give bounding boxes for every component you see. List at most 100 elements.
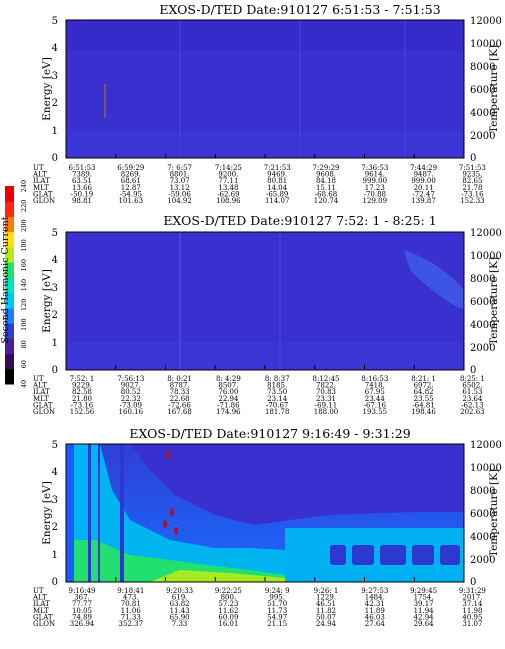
panel-1-y2-tick-label: 8000	[470, 62, 495, 73]
ephemeris-value: 11.06	[121, 607, 142, 615]
ephemeris-value: 8269.	[121, 171, 141, 179]
colorbar-tick-label: 80	[20, 340, 28, 348]
ephemeris-value: 77.77	[72, 600, 92, 608]
ephemeris-value: 64.82	[414, 388, 434, 396]
panel-1-heatmap-high-energy-band	[66, 20, 464, 50]
colorbar-swatch	[5, 246, 14, 263]
colorbar: 40 60 80 100 120 140 160 180 200 220 240 Second Ha…	[0, 180, 28, 388]
ephemeris-value: 54.97	[267, 613, 287, 621]
colorbar-tick-label: 160	[20, 259, 28, 271]
ephemeris-value: 63.82	[170, 600, 190, 608]
ephemeris-value: 22.68	[170, 395, 190, 403]
ephemeris-row-label: GLON	[33, 197, 55, 205]
ephemeris-value: 23.14	[267, 395, 288, 403]
ephemeris-value: 21.78	[462, 184, 482, 192]
ephemeris-value: 11.43	[170, 607, 190, 615]
ephemeris-value: 8507.	[218, 382, 238, 390]
panel-1-y-axis: 5 4 3 2 1 0 Energy [eV]	[41, 16, 58, 164]
panel-2-y-tick-label: 5	[52, 228, 58, 239]
panel-3-heatmap-yellowgreen-region	[150, 570, 285, 582]
colorbar-tick-label: 240	[20, 180, 28, 192]
ephemeris-value: 67.95	[365, 388, 385, 396]
ephemeris-value: 46.51	[316, 600, 336, 608]
ephemeris-value: 9469.	[267, 171, 287, 179]
ephemeris-value: 73.07	[170, 177, 190, 185]
panel-1-ephemeris-table: UTALTILATMLTGLATGLON6:51:537389.63.5113.…	[32, 154, 486, 205]
panel-3-heatmap-leading-stripe	[66, 444, 74, 582]
panel-3-y-tick-label: 4	[52, 467, 58, 478]
ephemeris-value: 193.55	[363, 408, 388, 416]
panel-2-frame	[65, 231, 465, 371]
ephemeris-value: 1754.	[414, 594, 434, 602]
colorbar-tick-label: 100	[20, 318, 28, 330]
ephemeris-value: 999.00	[363, 177, 388, 185]
ephemeris-value: 7:14:25	[215, 164, 242, 172]
ephemeris-row-label: MLT	[33, 395, 49, 403]
panel-2-y-tick-label: 1	[52, 338, 58, 349]
panel-2-y-tick-label: 0	[52, 365, 58, 376]
ephemeris-value: 9:24: 9	[265, 587, 290, 595]
ephemeris-row-label: GLAT	[33, 190, 53, 198]
panel-3-plot: 5 4 3 2 1 0 Energy [eV] 12000 10000 8000…	[41, 440, 502, 588]
ephemeris-value: 7418.	[365, 382, 385, 390]
panel-3-heatmap-dropout	[352, 545, 374, 565]
ephemeris-value: 6972.	[414, 382, 434, 390]
colorbar-swatch	[5, 307, 14, 324]
ephemeris-value: 15.11	[316, 184, 336, 192]
ephemeris-value: 8: 4:29	[216, 375, 241, 383]
ephemeris-value: 84.18	[316, 177, 336, 185]
ephemeris-value: 7: 6:57	[167, 164, 192, 172]
panel-3-y2-tick-label: 6000	[470, 509, 495, 520]
ephemeris-value: 160.16	[119, 408, 144, 416]
ephemeris-value: 6:51:53	[69, 164, 96, 172]
ephemeris-value: 40.95	[462, 613, 482, 621]
ephemeris-value: 23.55	[414, 395, 434, 403]
ephemeris-value: 77.11	[218, 177, 238, 185]
ephemeris-value: 27.64	[365, 620, 386, 628]
panel-3-title: EXOS-D/TED Date:910127 9:16:49 - 9:31:29	[129, 426, 410, 441]
ephemeris-value: 74.89	[72, 613, 92, 621]
ephemeris-value: 188.00	[314, 408, 339, 416]
panel-1-y2-tick-label: 0	[470, 153, 476, 164]
ephemeris-value: -67.16	[364, 401, 387, 409]
colorbar-tick-label: 60	[20, 360, 28, 368]
ephemeris-row-label: ALT	[32, 594, 47, 602]
ephemeris-value: 9:16:49	[69, 587, 96, 595]
panel-3-heatmap-dropout	[330, 545, 346, 565]
panel-3-y-axis-label: Energy [eV]	[41, 481, 53, 545]
ephemeris-value: 29.64	[414, 620, 435, 628]
ephemeris-value: 101.63	[119, 197, 144, 205]
colorbar-swatch	[5, 216, 14, 233]
ephemeris-value: 995.	[269, 594, 285, 602]
ephemeris-value: 11.89	[365, 607, 385, 615]
panel-2-y-tick-label: 2	[52, 310, 58, 321]
panel-3-y2-tick-label: 0	[470, 577, 476, 588]
panel-1-plot: 5 4 3 2 1 0 Energy [eV] 12000 10000 8000…	[41, 16, 502, 164]
ephemeris-value: 73.50	[267, 388, 287, 396]
ephemeris-value: 80.81	[267, 177, 287, 185]
ephemeris-value: 9229.	[72, 382, 92, 390]
ephemeris-value: -73.09	[120, 401, 142, 409]
panel-3-y2-tick-label: 2000	[470, 555, 495, 566]
ephemeris-value: 108.96	[216, 197, 241, 205]
ephemeris-value: 367.	[74, 594, 90, 602]
ephemeris-value: 152.33	[460, 197, 485, 205]
colorbar-swatch	[5, 353, 14, 370]
ephemeris-row-label: GLAT	[33, 401, 53, 409]
ephemeris-value: -62.13	[461, 401, 483, 409]
panel-2-y2-axis-label: Temperature [K]	[488, 257, 500, 345]
panel-3-y-tick-label: 3	[52, 495, 58, 506]
panel-3-heatmap-hotspot	[163, 520, 167, 528]
ephemeris-value: 473.	[123, 594, 139, 602]
ephemeris-value: -68.68	[315, 190, 337, 198]
panel-3: EXOS-D/TED Date:910127 9:16:49 - 9:31:29	[32, 426, 502, 628]
colorbar-tick-labels: 40 60 80 100 120 140 160 180 200 220 240	[20, 180, 28, 388]
ephemeris-row-label: UT	[33, 587, 44, 595]
panel-3-y-tick-label: 1	[52, 550, 58, 561]
ephemeris-value: 21.80	[72, 395, 92, 403]
panel-2-y2-tick-label: 12000	[470, 228, 502, 239]
ephemeris-value: 31.07	[462, 620, 482, 628]
ephemeris-row-label: GLON	[33, 620, 55, 628]
ephemeris-value: 167.68	[167, 408, 192, 416]
